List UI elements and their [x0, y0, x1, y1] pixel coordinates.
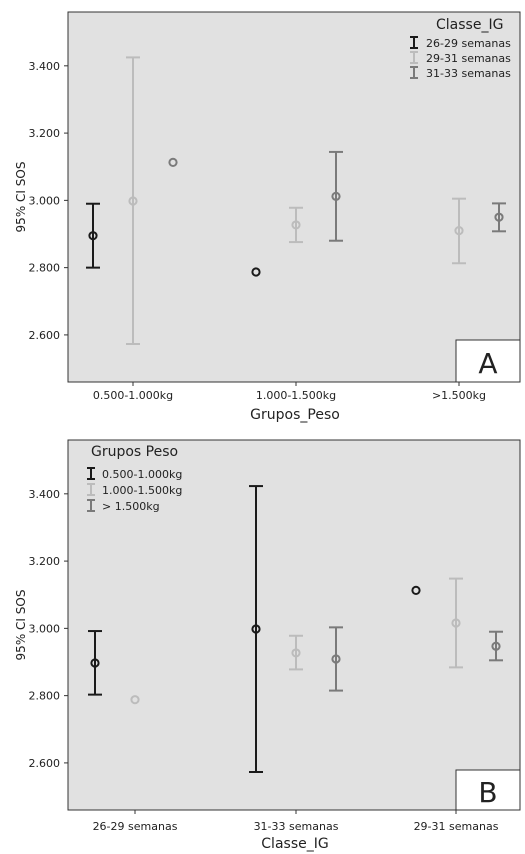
error-bar: [126, 56, 140, 345]
error-bar: [492, 202, 506, 233]
legend-label: 29-31 semanas: [426, 52, 511, 65]
legend-title: Classe_IG: [436, 17, 503, 33]
panel-b: 2.600 2.800 3.000 3.200 3.400 26-29 semanas 3…: [14, 439, 521, 852]
x-ticks: 26-29 semanas 31-33 semanas 29-31 semanas: [93, 810, 499, 833]
error-bar: [86, 202, 100, 269]
mean-point: [90, 658, 100, 668]
panel-label: A: [478, 347, 497, 380]
error-bar: [329, 150, 343, 242]
legend-label: > 1.500kg: [102, 500, 160, 513]
legend-label: 0.500-1.000kg: [102, 468, 182, 481]
legend-symbol: [410, 36, 418, 49]
legend-label: 31-33 semanas: [426, 67, 511, 80]
y-tick-label: 3.400: [29, 488, 61, 501]
y-tick-label: 3.400: [29, 60, 61, 73]
legend-symbol: [87, 467, 95, 480]
y-tick-label: 2.600: [29, 757, 61, 770]
y-tick-label: 3.000: [29, 194, 61, 207]
error-bar: [88, 630, 102, 696]
x-axis-label: Grupos_Peso: [250, 407, 340, 423]
plot-area: [67, 11, 521, 383]
mean-point: [168, 157, 178, 167]
legend-title: Grupos Peso: [91, 444, 178, 460]
error-bar: [329, 626, 343, 692]
mean-point: [88, 231, 98, 241]
mean-point: [251, 624, 261, 634]
x-tick-label: 0.500-1.000kg: [93, 389, 173, 402]
x-tick-label: 31-33 semanas: [254, 820, 339, 833]
error-bar: [289, 206, 303, 244]
mean-point: [494, 212, 504, 222]
error-bar: [489, 630, 503, 662]
error-bar: [249, 485, 263, 773]
error-bars: [88, 485, 503, 773]
error-bar: [289, 634, 303, 671]
y-tick-label: 2.800: [29, 690, 61, 703]
x-tick-label: >1.500kg: [432, 389, 486, 402]
legend: Classe_IG 26-29 semanas 29-31 semanas 31-3…: [410, 17, 511, 80]
x-tick-label: 1.000-1.500kg: [256, 389, 336, 402]
mean-point: [331, 191, 341, 201]
panel-label-box: [455, 769, 521, 811]
mean-point: [130, 695, 140, 705]
mean-point: [128, 196, 138, 206]
x-tick-label: 29-31 semanas: [414, 820, 499, 833]
panel-label: B: [478, 776, 497, 809]
y-axis-label: 95% CI SOS: [14, 162, 28, 233]
error-bar: [452, 197, 466, 265]
legend-label: 1.000-1.500kg: [102, 484, 182, 497]
mean-point: [451, 618, 461, 628]
mean-point: [291, 220, 301, 230]
mean-point: [491, 641, 501, 651]
x-tick-label: 26-29 semanas: [93, 820, 178, 833]
error-bar: [449, 577, 463, 669]
y-tick-label: 3.200: [29, 555, 61, 568]
y-ticks: 2.600 2.800 3.000 3.200 3.400: [29, 60, 68, 342]
x-ticks: 0.500-1.000kg 1.000-1.500kg >1.500kg: [93, 382, 486, 402]
y-tick-label: 2.800: [29, 262, 61, 275]
mean-point: [411, 585, 421, 595]
plot-area: [67, 439, 521, 811]
legend-symbol: [410, 51, 418, 64]
mean-point: [251, 267, 261, 277]
y-tick-label: 3.000: [29, 622, 61, 635]
legend: Grupos Peso 0.500-1.000kg 1.000-1.500kg > …: [87, 444, 182, 513]
mean-point: [454, 226, 464, 236]
legend-symbol: [87, 483, 95, 496]
y-axis-label: 95% CI SOS: [14, 590, 28, 661]
error-bars: [86, 56, 506, 345]
panel-label-box: [455, 339, 521, 383]
mean-point: [331, 654, 341, 664]
mean-point: [291, 648, 301, 658]
legend-symbol: [87, 499, 95, 512]
y-tick-label: 2.600: [29, 329, 61, 342]
panel-a: 2.600 2.800 3.000 3.200 3.400 0.500-1.000kg 1…: [14, 11, 521, 423]
legend-label: 26-29 semanas: [426, 37, 511, 50]
y-ticks: 2.600 2.800 3.000 3.200 3.400: [29, 488, 68, 770]
x-axis-label: Classe_IG: [261, 836, 328, 852]
legend-symbol: [410, 66, 418, 79]
y-tick-label: 3.200: [29, 127, 61, 140]
